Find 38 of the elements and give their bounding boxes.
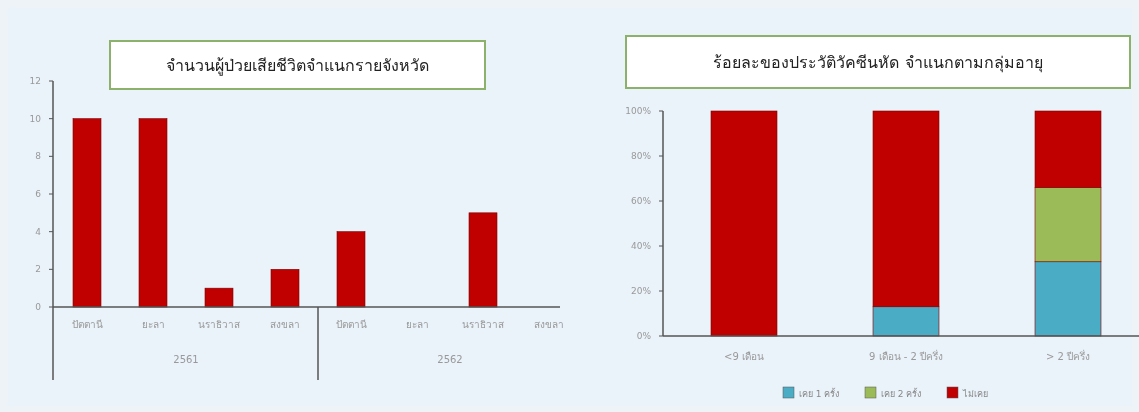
y-tick-label: 2 bbox=[35, 264, 41, 275]
y-tick-label: 4 bbox=[35, 226, 42, 237]
legend-label: ไม่เคย bbox=[962, 389, 988, 399]
x-tick-label: ยะลา bbox=[141, 319, 165, 330]
bar bbox=[270, 269, 300, 308]
y-tick-label: 60% bbox=[630, 196, 652, 206]
bar bbox=[138, 118, 168, 308]
y-tick-label: 0 bbox=[35, 302, 42, 312]
text: 2561 bbox=[173, 354, 199, 365]
x-tick-label: ปัตตานี bbox=[71, 319, 103, 330]
y-tick-label: 8 bbox=[35, 151, 42, 162]
bar bbox=[710, 110, 778, 337]
y-tick-label: 100% bbox=[625, 106, 652, 116]
bar bbox=[72, 118, 102, 308]
x-tick-label: ยะลา bbox=[405, 319, 429, 330]
y-tick-label: 40% bbox=[630, 241, 652, 251]
x-tick-label: ปัตตานี bbox=[335, 319, 367, 330]
x-tick-label: นราธิวาส bbox=[198, 319, 240, 330]
x-tick-label: 9 เดือน - 2 ปีครึ่ง bbox=[868, 349, 944, 362]
y-tick-label: 10 bbox=[29, 113, 42, 124]
bar bbox=[204, 287, 234, 308]
x-tick-label: สงขลา bbox=[270, 319, 300, 330]
bar bbox=[336, 231, 366, 308]
x-tick-label: นราธิวาส bbox=[462, 319, 504, 330]
text: 2562 bbox=[437, 354, 463, 365]
legend-label: เคย 1 ครั้ง bbox=[799, 387, 840, 399]
y-tick-label: 20% bbox=[630, 286, 652, 296]
y-tick-label: 80% bbox=[630, 151, 652, 161]
chart-title: จำนวนผู้ป่วยเสียชีวิตจำแนกรายจังหวัด bbox=[166, 56, 429, 76]
y-tick-label: 12 bbox=[29, 76, 41, 86]
y-tick-label: 6 bbox=[35, 189, 42, 199]
x-tick-label: สงขลา bbox=[534, 319, 564, 330]
x-tick-label: > 2 ปีครึ่ง bbox=[1045, 349, 1091, 362]
bar bbox=[468, 212, 498, 308]
chart-title: ร้อยละของประวัติวัคซีนหัด จำแนกตามกลุ่มอายุ bbox=[713, 53, 1043, 73]
x-tick-label: <9 เดือน bbox=[724, 351, 764, 362]
legend-label: เคย 2 ครั้ง bbox=[881, 387, 922, 399]
y-tick-label: 0% bbox=[636, 331, 652, 341]
